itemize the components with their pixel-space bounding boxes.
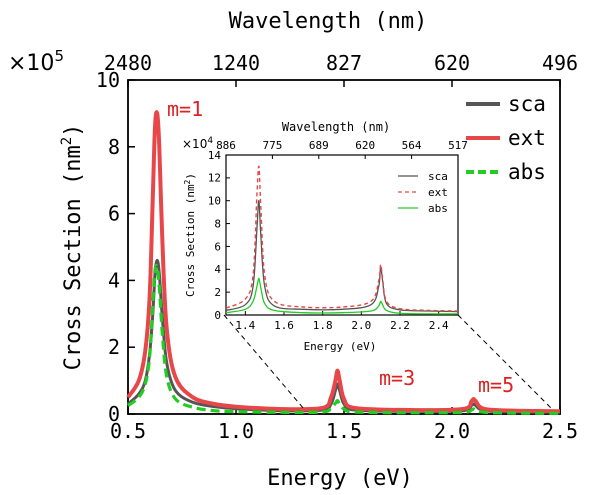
inset-x-axis-label: Energy (eV) [304,340,377,353]
main-x-axis-label: Energy (eV) [267,466,413,491]
inset-top-tick-label: 517 [448,139,468,152]
main-y-axis-label-text: Cross Section (nm [61,145,86,370]
inset-legend: sca ext abs [398,170,448,215]
inset-series-abs-line [225,277,459,315]
main-legend: sca ext abs [466,92,546,184]
main-y-tick-label: 2 [108,335,120,359]
inset-legend-sca-label: sca [428,170,448,183]
main-y-tick-label: 6 [108,202,120,226]
main-x-tick-label: 2.5 [542,419,578,443]
inset-top-tick-label: 775 [262,139,282,152]
main-multiplier-base: ×10 [8,51,54,76]
main-multiplier: ×105 [8,47,64,76]
inset-y-tick-label: 2 [214,286,221,299]
inset-series-lines [225,165,459,315]
main-series-abs-line [127,263,561,415]
inset-y-tick-label: 4 [214,263,221,276]
inset-x-tick-label: 1.6 [274,319,294,332]
inset-ticks: 1.4 1.6 1.8 2.0 2.2 2.4 886 775 689 620 564 517 0 2 4 6… [208,139,468,332]
inset-top-tick-label: 564 [402,139,422,152]
inset-y-axis-label-sup: 2 [183,179,192,184]
main-x-tick-label: 2.0 [434,419,470,443]
inset-x-tick-label: 2.0 [351,319,371,332]
annotation-m3: m=3 [379,366,415,390]
main-top-tick-label: 496 [542,51,578,75]
inset-y-tick-label: 8 [214,217,221,230]
main-series-lines [126,110,561,415]
main-series-ext-line [126,110,561,414]
main-x-tick-label: 0.5 [110,419,146,443]
main-top-tick-label: 1240 [212,51,260,75]
inset-multiplier: ×104 [182,136,213,151]
inset-y-axis-label: Cross Section (nm2) [183,173,197,297]
inset-top-axis-label: Wavelength (nm) [282,120,390,134]
inset-y-tick-label: 6 [214,240,221,253]
inset-y-axis-label-text: Cross Section (nm [184,184,197,297]
main-plot: Wavelength (nm) ×105 Energy (eV) Cross S… [8,9,578,491]
main-y-axis-label-sup: 2 [59,137,75,145]
inset-top-tick-label: 886 [216,139,236,152]
annotation-m1: m=1 [167,97,203,121]
inset-frame [225,154,459,316]
inset-x-tick-label: 2.4 [429,319,449,332]
main-legend-abs-label: abs [508,160,546,184]
inset-y-tick-label: 0 [214,309,221,322]
main-top-tick-label: 620 [434,51,470,75]
main-y-axis-label-close: ) [61,124,86,137]
main-top-axis-label: Wavelength (nm) [229,9,428,34]
inset-x-tick-label: 1.4 [235,319,255,332]
inset-y-axis-label-close: ) [184,173,197,180]
main-legend-sca-label: sca [508,92,546,116]
main-top-tick-label: 827 [326,51,362,75]
annotation-m5: m=5 [478,373,514,397]
main-x-tick-label: 1.0 [218,419,254,443]
main-y-tick-label: 8 [108,135,120,159]
inset-top-tick-label: 620 [355,139,375,152]
main-y-tick-label: 4 [108,268,120,292]
inset-y-tick-label: 12 [208,172,221,185]
inset-top-tick-label: 689 [309,139,329,152]
inset-legend-ext-label: ext [428,186,448,199]
main-multiplier-exp: 5 [54,47,64,65]
inset-x-tick-label: 2.2 [390,319,410,332]
main-top-tick-label: 2480 [104,51,152,75]
main-y-tick-label: 10 [96,68,120,92]
main-y-tick-label: 0 [108,402,120,426]
inset-multiplier-exp: 4 [207,136,213,146]
inset-series-sca-line [225,200,459,313]
main-x-tick-label: 1.5 [326,419,362,443]
inset-x-tick-label: 1.8 [313,319,333,332]
inset-y-tick-label: 14 [208,149,222,162]
zoom-guide-right [457,314,553,410]
main-y-axis-label: Cross Section (nm2) [59,124,86,371]
zoom-guide-left [223,314,305,410]
inset-multiplier-base: ×10 [182,137,207,151]
inset-series-ext-line [225,165,459,312]
inset-legend-abs-label: abs [428,202,448,215]
inset-y-tick-label: 10 [208,195,221,208]
inset-plot: Wavelength (nm) ×104 Energy (eV) Cross S… [182,120,468,353]
main-legend-ext-label: ext [508,126,546,150]
